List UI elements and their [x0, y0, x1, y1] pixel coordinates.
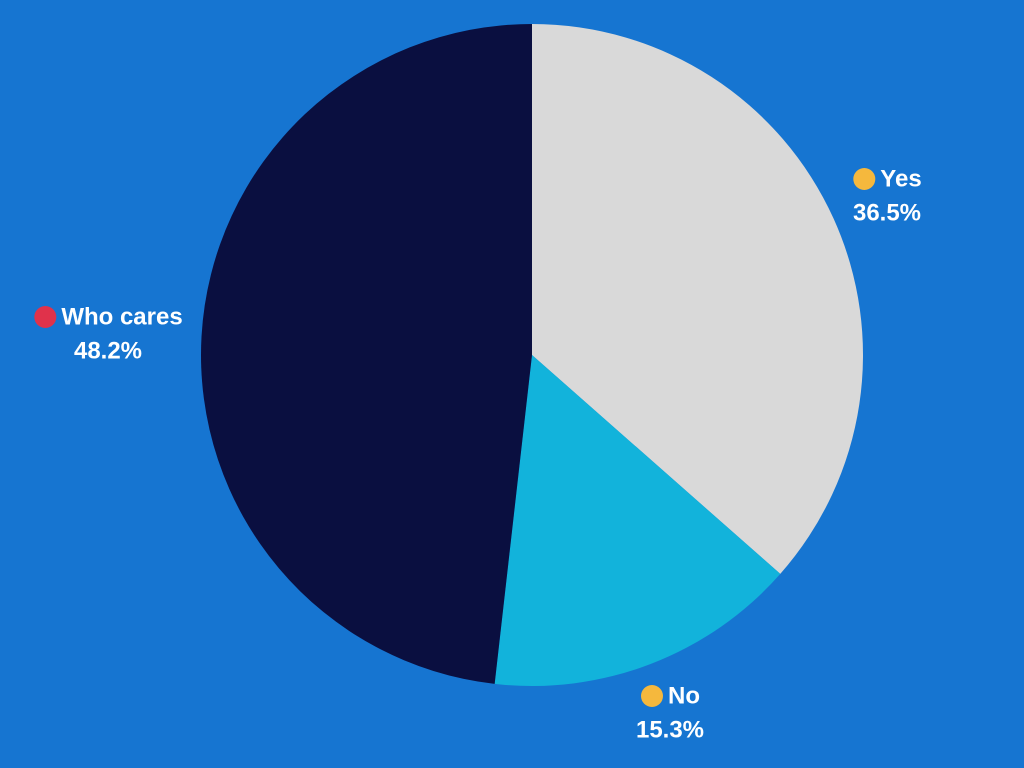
label-icon: [853, 168, 876, 190]
value-label: 48.2%: [74, 337, 142, 364]
pie-slice: [201, 24, 533, 684]
slice-label: Yes: [880, 165, 921, 192]
pie-slice: [532, 24, 863, 574]
slice-label: No: [668, 682, 700, 709]
value-label: 15.3%: [636, 716, 704, 743]
pie-slice: [494, 355, 781, 686]
value-label: 36.5%: [853, 199, 921, 226]
label-icon: [34, 306, 57, 328]
label-icon: [641, 685, 663, 707]
slice-label: Who cares: [61, 303, 182, 330]
